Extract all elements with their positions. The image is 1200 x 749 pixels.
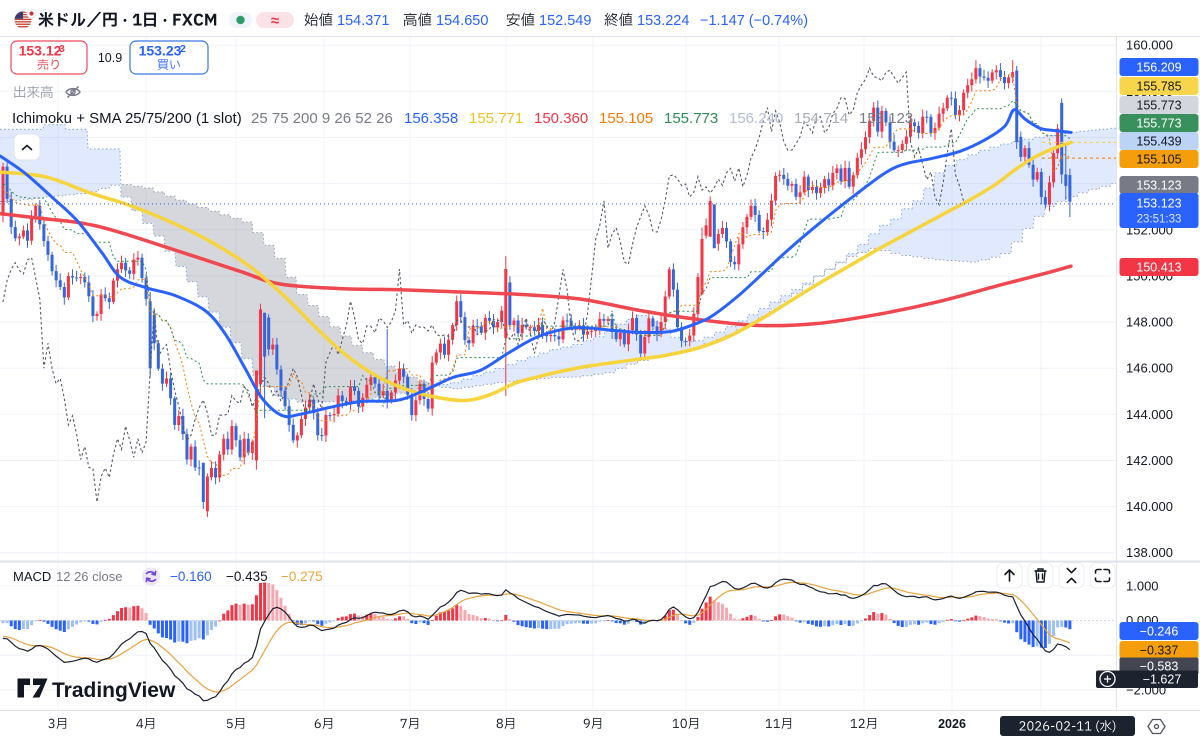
svg-text:10.9: 10.9 xyxy=(98,51,122,65)
svg-text:≈: ≈ xyxy=(271,13,279,30)
svg-text:−0.160: −0.160 xyxy=(170,569,212,584)
svg-text:153.123: 153.123 xyxy=(1136,179,1181,193)
svg-text:153.123: 153.123 xyxy=(1136,197,1181,211)
svg-text:152.549: 152.549 xyxy=(539,13,591,29)
svg-text:154.650: 154.650 xyxy=(436,13,488,29)
svg-text:155.773: 155.773 xyxy=(664,110,718,127)
svg-text:156.209: 156.209 xyxy=(1136,61,1181,75)
svg-text:144.000: 144.000 xyxy=(1126,407,1173,422)
svg-text:154.714: 154.714 xyxy=(794,110,848,127)
svg-text:−1.627: −1.627 xyxy=(1143,673,1182,687)
svg-text:153.123: 153.123 xyxy=(859,110,913,127)
svg-text:155.785: 155.785 xyxy=(1136,80,1181,94)
svg-text:153.224: 153.224 xyxy=(637,13,689,29)
svg-text:−0.435: −0.435 xyxy=(226,569,268,584)
svg-text:140.000: 140.000 xyxy=(1126,499,1173,514)
svg-text:25 75 200 9 26 52 26: 25 75 200 9 26 52 26 xyxy=(251,110,393,127)
svg-text:−0.246: −0.246 xyxy=(1140,625,1179,639)
svg-text:154.371: 154.371 xyxy=(337,13,389,29)
svg-text:142.000: 142.000 xyxy=(1126,453,1173,468)
svg-text:150.413: 150.413 xyxy=(1136,261,1181,275)
svg-text:155.773: 155.773 xyxy=(1136,99,1181,113)
svg-text:MACD: MACD xyxy=(13,569,51,584)
svg-text:−0.337: −0.337 xyxy=(1140,644,1179,658)
svg-text:155.771: 155.771 xyxy=(469,110,523,127)
svg-text:138.000: 138.000 xyxy=(1126,545,1173,560)
svg-text:−0.583: −0.583 xyxy=(1140,660,1179,674)
svg-text:150.360: 150.360 xyxy=(534,110,588,127)
svg-text:155.105: 155.105 xyxy=(599,110,653,127)
svg-text:TradingView: TradingView xyxy=(52,679,176,702)
svg-text:156.240: 156.240 xyxy=(729,110,783,127)
svg-text:155.105: 155.105 xyxy=(1136,153,1181,167)
svg-text:155.773: 155.773 xyxy=(1136,117,1181,131)
svg-text:160.000: 160.000 xyxy=(1126,38,1173,53)
svg-text:153.12: 153.12 xyxy=(19,43,62,59)
svg-text:2026: 2026 xyxy=(938,717,966,731)
svg-text:156.358: 156.358 xyxy=(404,110,458,127)
svg-text:146.000: 146.000 xyxy=(1126,361,1173,376)
svg-text:Ichimoku + SMA 25/75/200 (1 sl: Ichimoku + SMA 25/75/200 (1 slot) xyxy=(12,110,242,127)
svg-text:−1.147 (−0.74%): −1.147 (−0.74%) xyxy=(700,13,808,29)
svg-text:2: 2 xyxy=(180,43,186,55)
svg-text:153.23: 153.23 xyxy=(139,43,182,59)
svg-text:155.439: 155.439 xyxy=(1136,135,1181,149)
svg-text:3: 3 xyxy=(59,43,65,55)
svg-text:23:51:33: 23:51:33 xyxy=(1137,214,1182,226)
svg-text:12 26 close: 12 26 close xyxy=(56,569,123,584)
svg-text:148.000: 148.000 xyxy=(1126,315,1173,330)
svg-text:1.000: 1.000 xyxy=(1126,578,1159,593)
svg-text:−0.275: −0.275 xyxy=(281,569,323,584)
